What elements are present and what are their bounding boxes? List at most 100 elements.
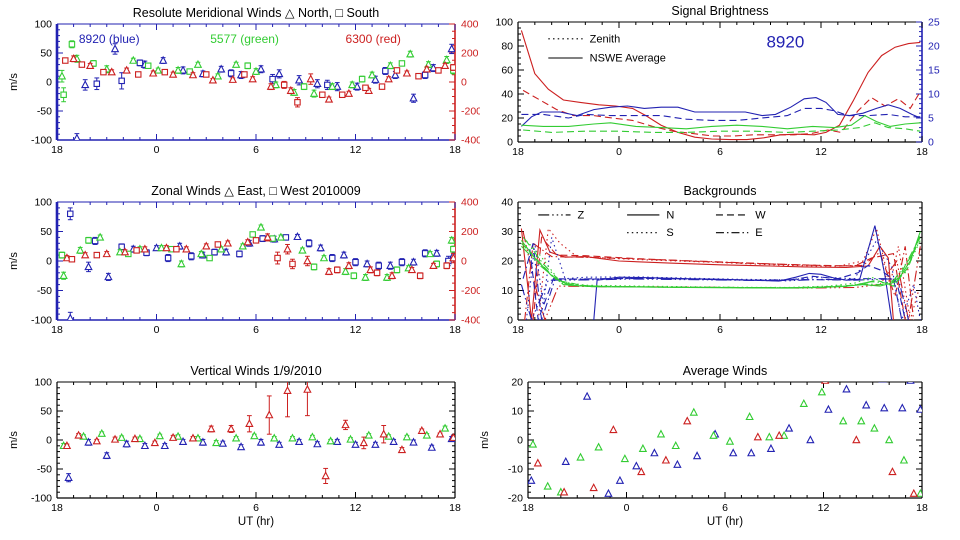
square-marker — [91, 237, 99, 245]
y-tick-label: -50 — [37, 464, 52, 476]
x-tick-label: 6 — [717, 146, 723, 158]
square-marker — [300, 83, 308, 90]
square-marker — [214, 241, 222, 248]
triangle-marker — [188, 70, 198, 79]
triangle-marker — [389, 436, 398, 445]
vertical-winds-chart: 18 0 6 12 18 UT (hr) -100 -50 0 50 100 m/s Vertical … — [8, 364, 461, 528]
square-marker — [350, 272, 358, 280]
triangle-marker — [384, 74, 393, 83]
annotation-5577-green-: 5577 (green) — [210, 32, 279, 46]
triangle-marker — [135, 434, 145, 443]
right-tick-label: 200 — [461, 226, 479, 238]
square-marker — [415, 72, 422, 80]
square-marker — [274, 254, 281, 262]
square-marker — [398, 60, 406, 67]
panel-title: Vertical Winds 1/9/2010 — [190, 364, 321, 378]
triangle-marker — [294, 75, 304, 84]
triangle-marker — [157, 243, 166, 252]
panel-backgrounds: 18 0 6 12 18 0 10 20 30 40 Backgrounds Z N W S E — [480, 180, 960, 360]
triangle-marker — [188, 433, 198, 442]
square-marker — [294, 99, 301, 106]
line-series — [521, 114, 921, 130]
triangle-marker — [440, 423, 450, 432]
x-tick-label: 12 — [350, 324, 362, 336]
triangle-marker — [884, 435, 894, 444]
triangle-marker — [422, 64, 432, 73]
square-marker — [133, 247, 140, 254]
line-series — [523, 122, 921, 133]
plot-area — [520, 30, 921, 141]
triangle-marker — [594, 442, 603, 451]
triangle-marker — [213, 71, 223, 80]
triangle-marker — [303, 256, 312, 265]
square-marker — [68, 255, 76, 263]
triangle-marker — [351, 439, 360, 448]
y-tick-label: -20 — [508, 493, 523, 505]
triangle-marker — [359, 438, 369, 447]
square-marker — [450, 64, 455, 71]
triangle-marker — [115, 247, 125, 256]
triangle-marker — [84, 262, 93, 271]
square-marker — [135, 71, 142, 78]
triangle-marker — [632, 461, 641, 470]
triangle-marker — [168, 69, 178, 78]
triangle-marker — [193, 59, 203, 68]
triangle-marker — [386, 260, 395, 269]
y-tick-label: 40 — [501, 89, 513, 101]
square-marker — [68, 41, 76, 48]
triangle-marker — [576, 452, 585, 461]
triangle-marker — [346, 434, 355, 443]
triangle-marker — [236, 442, 246, 451]
triangle-marker — [178, 65, 188, 74]
triangle-marker — [650, 448, 659, 457]
triangle-marker — [784, 423, 794, 432]
triangle-marker — [397, 445, 407, 454]
triangle-marker — [168, 432, 178, 441]
triangle-marker — [298, 245, 307, 254]
triangle-marker — [57, 71, 67, 80]
right-tick-label: 0 — [461, 77, 467, 89]
triangle-marker — [120, 247, 130, 256]
triangle-marker — [559, 487, 569, 496]
y-tick-label: 20 — [511, 377, 523, 389]
square-marker — [324, 81, 331, 89]
square-marker — [236, 250, 243, 258]
y-tick-label: -10 — [508, 464, 523, 476]
triangle-marker — [256, 437, 266, 446]
triangle-marker — [857, 416, 866, 425]
square-marker — [136, 59, 144, 67]
line-series — [522, 243, 903, 320]
y-tick-label: 20 — [501, 113, 513, 125]
square-marker — [382, 67, 389, 75]
triangle-marker — [251, 66, 261, 75]
triangle-marker — [160, 441, 170, 450]
triangle-marker — [74, 430, 83, 439]
triangle-marker — [216, 244, 226, 253]
triangle-marker — [326, 436, 335, 445]
x-tick-label: 12 — [350, 144, 362, 156]
triangle-marker — [656, 429, 666, 438]
triangle-marker — [817, 387, 827, 396]
right-tick-label: 0 — [461, 256, 467, 268]
triangle-marker — [231, 59, 241, 68]
triangle-marker — [442, 55, 451, 64]
triangle-marker — [211, 438, 221, 447]
right-tick-label: 5 — [928, 113, 934, 125]
plot-area — [57, 40, 455, 140]
triangle-marker — [725, 436, 735, 445]
triangle-marker — [173, 431, 183, 440]
triangle-marker — [309, 88, 319, 97]
x-tick-label: 18 — [449, 324, 461, 336]
right-tick-label: 10 — [928, 89, 940, 101]
triangle-marker — [140, 244, 150, 253]
right-tick-label: -400 — [461, 315, 480, 327]
triangle-marker — [379, 429, 388, 438]
triangle-marker — [747, 448, 756, 457]
triangle-marker — [417, 425, 427, 434]
triangle-marker — [774, 430, 784, 439]
triangle-marker — [193, 433, 203, 442]
x-tick-label: 18 — [512, 146, 524, 158]
plot-area — [59, 382, 455, 484]
triangle-marker — [84, 437, 93, 446]
y-tick-label: -100 — [31, 493, 52, 505]
